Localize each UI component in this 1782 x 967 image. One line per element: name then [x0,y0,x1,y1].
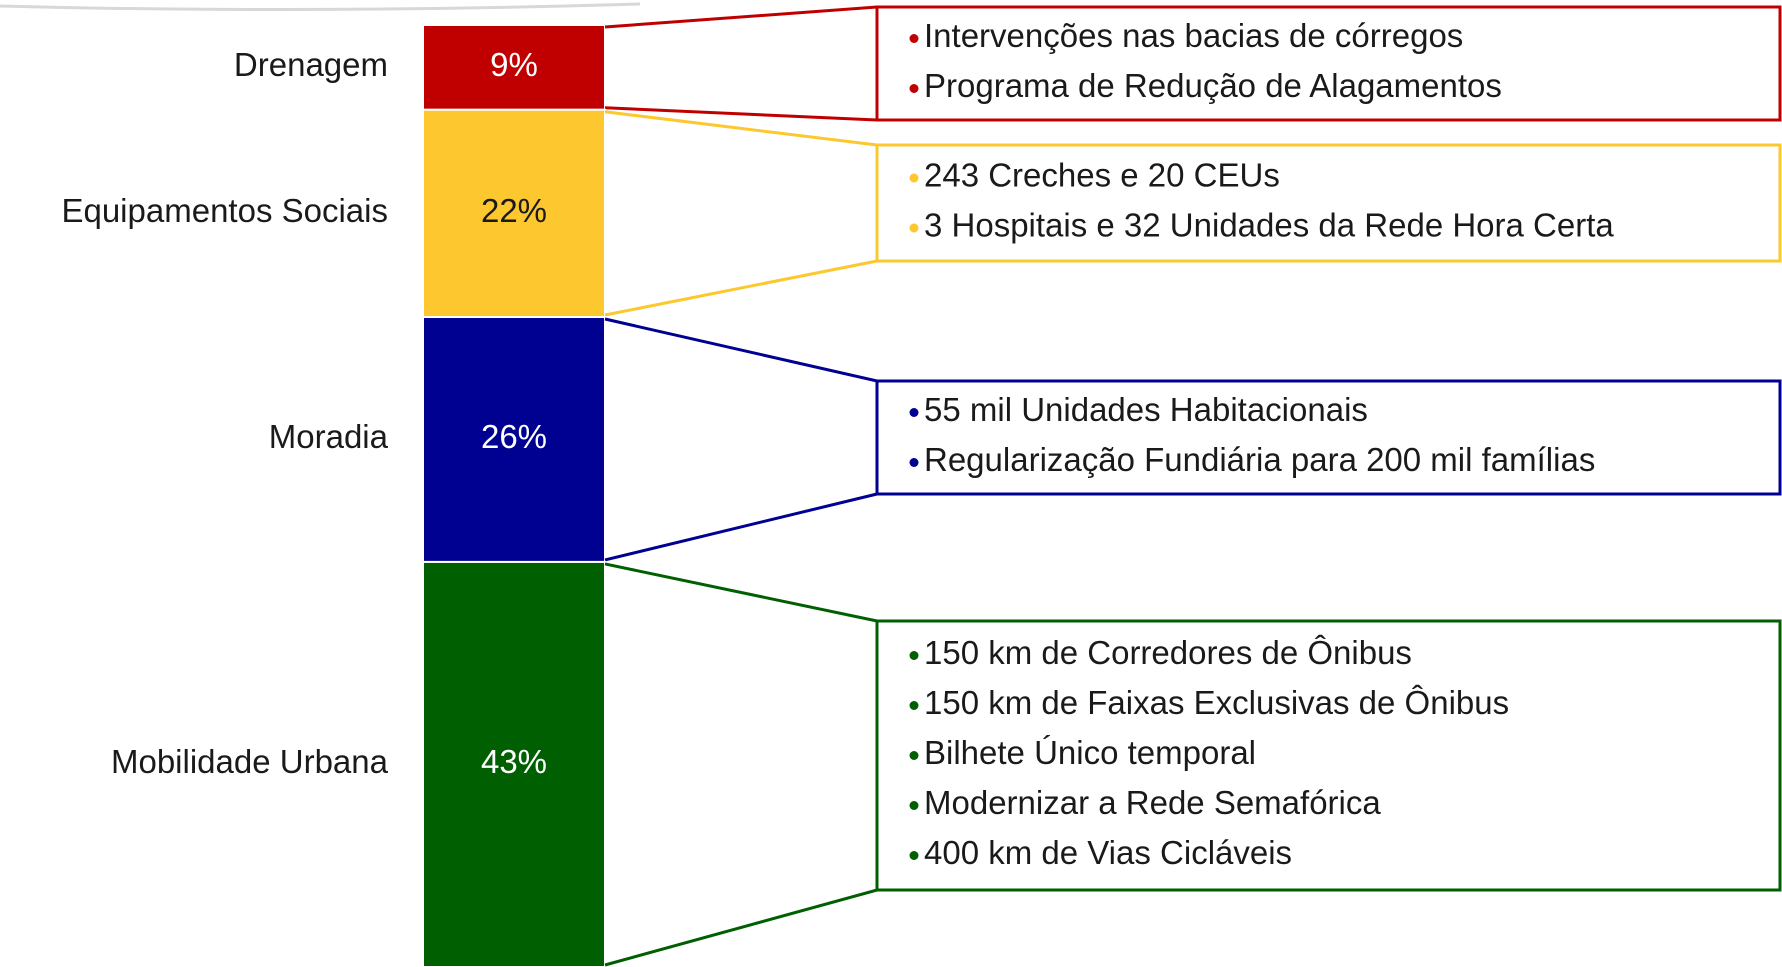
callout-item: Regularização Fundiária para 200 mil fam… [924,441,1595,478]
bullet [909,701,919,710]
connector-line [604,888,878,967]
callout-item: Programa de Redução de Alagamentos [924,67,1502,104]
category-label: Mobilidade Urbana [111,743,389,780]
bullet [909,223,919,233]
callout-item: Bilhete Único temporal [924,734,1256,771]
callout-item: 150 km de Faixas Exclusivas de Ônibus [924,684,1509,721]
category-label: Moradia [269,418,389,455]
bullet [909,84,919,93]
connector-line [604,106,878,122]
callout-box [875,379,1782,496]
connector-line [604,562,878,623]
bullet [909,34,919,43]
connector-line [604,492,878,562]
connector-line [604,5,878,29]
decor-line [0,2,641,12]
category-label: Drenagem [234,46,388,83]
callout-item: 243 Creches e 20 CEUs [924,157,1280,194]
value-label: 43% [481,743,547,780]
connector-line [604,110,878,147]
connector-line [604,317,878,383]
callout-item: Intervenções nas bacias de córregos [924,17,1463,54]
bar-segment [422,560,606,967]
callout-box [875,143,1782,263]
callout-item: 400 km de Vias Cicláveis [924,834,1292,871]
value-label: 9% [490,46,538,83]
bullet [909,408,919,417]
value-label: 22% [481,192,547,229]
callout-item: 3 Hospitais e 32 Unidades da Rede Hora C… [924,207,1614,244]
bullet [909,801,919,810]
bar-segment [422,24,606,111]
value-label: 26% [481,418,547,455]
category-label: Equipamentos Sociais [61,192,388,229]
bullet [909,458,919,467]
bullet [909,751,919,760]
bullet [909,851,919,860]
bullet [909,651,919,660]
connector-line [604,259,878,317]
callout-item: 150 km de Corredores de Ônibus [924,634,1412,671]
callout-item: Modernizar a Rede Semafórica [924,784,1381,821]
callout-item: 55 mil Unidades Habitacionais [924,391,1368,428]
callout-box [875,5,1782,122]
bar-segment [422,108,606,319]
bullet [909,173,919,183]
callout-box [875,619,1782,892]
